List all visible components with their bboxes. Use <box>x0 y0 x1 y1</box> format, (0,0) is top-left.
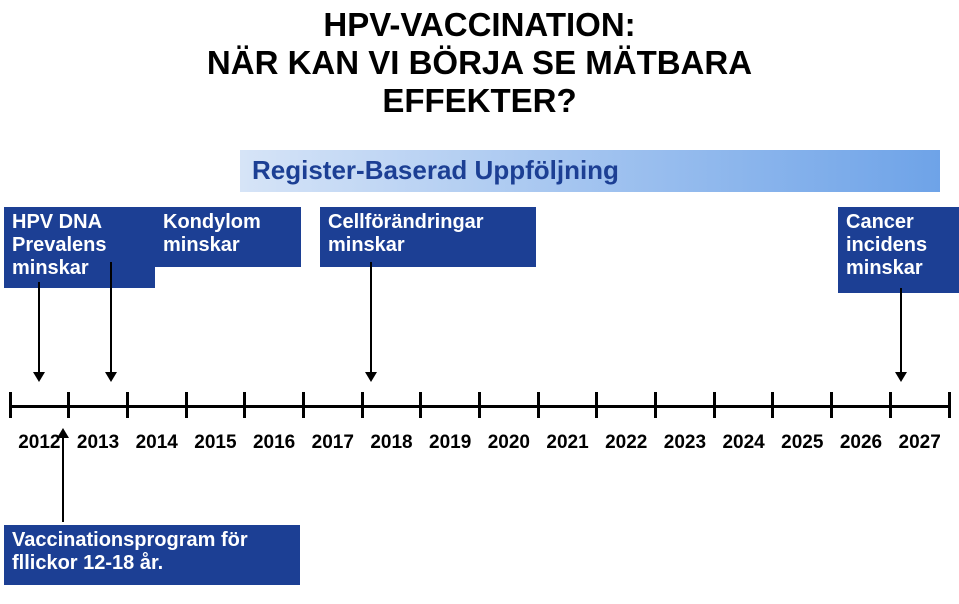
year-label: 2015 <box>185 432 245 454</box>
year-label: 2026 <box>831 432 891 454</box>
box-cellchange: Cellförändringarminskar <box>320 207 536 267</box>
box-cancer-line: minskar <box>846 257 959 280</box>
timeline-tick <box>302 392 305 418</box>
timeline-tick <box>9 392 12 418</box>
arrow-down <box>110 262 112 380</box>
timeline-tick <box>243 392 246 418</box>
box-cellchange-line: Cellförändringar <box>328 211 528 234</box>
box-kondylom: Kondylomminskar <box>155 207 301 267</box>
timeline-tick <box>67 392 70 418</box>
year-label: 2016 <box>244 432 304 454</box>
year-label: 2020 <box>479 432 539 454</box>
title-line-2: NÄR KAN VI BÖRJA SE MÄTBARA <box>0 44 959 82</box>
year-label: 2019 <box>420 432 480 454</box>
timeline-tick <box>419 392 422 418</box>
box-kondylom-line: minskar <box>163 234 293 257</box>
timeline-tick <box>185 392 188 418</box>
timeline-tick <box>713 392 716 418</box>
box-hpv-dna-line: minskar <box>12 257 147 280</box>
title-line-3: EFFEKTER? <box>0 82 959 120</box>
box-cellchange-line: minskar <box>328 234 528 257</box>
box-cancer-line: Cancer <box>846 211 959 234</box>
box-program-line: fllickor 12-18 år. <box>12 552 292 575</box>
register-band: Register-Baserad Uppföljning <box>240 150 940 192</box>
arrow-down <box>38 282 40 380</box>
timeline-tick <box>595 392 598 418</box>
timeline-tick <box>478 392 481 418</box>
timeline-tick <box>889 392 892 418</box>
box-hpv-dna-line: HPV DNA <box>12 211 147 234</box>
timeline-tick <box>771 392 774 418</box>
timeline-tick <box>537 392 540 418</box>
year-label: 2018 <box>361 432 421 454</box>
box-cancer-line: incidens <box>846 234 959 257</box>
arrow-down <box>370 262 372 380</box>
arrow-down <box>900 288 902 380</box>
box-program-line: Vaccinationsprogram för <box>12 529 292 552</box>
year-label: 2017 <box>303 432 363 454</box>
timeline-tick <box>361 392 364 418</box>
timeline-tick <box>948 392 951 418</box>
year-label: 2023 <box>655 432 715 454</box>
year-label: 2025 <box>772 432 832 454</box>
year-label: 2022 <box>596 432 656 454</box>
timeline-tick <box>126 392 129 418</box>
register-band-label: Register-Baserad Uppföljning <box>252 155 619 186</box>
year-label: 2027 <box>890 432 950 454</box>
box-cancer: Cancer incidensminskar <box>838 207 959 293</box>
box-program: Vaccinationsprogram förfllickor 12-18 år… <box>4 525 300 585</box>
box-hpv-dna-line: Prevalens <box>12 234 147 257</box>
title-line-1: HPV-VACCINATION: <box>0 6 959 44</box>
year-label: 2013 <box>68 432 128 454</box>
year-label: 2014 <box>127 432 187 454</box>
timeline-tick <box>654 392 657 418</box>
box-hpv-dna: HPV DNAPrevalensminskar <box>4 207 155 288</box>
year-label: 2024 <box>714 432 774 454</box>
year-label: 2012 <box>9 432 69 454</box>
year-label: 2021 <box>538 432 598 454</box>
timeline-tick <box>830 392 833 418</box>
box-kondylom-line: Kondylom <box>163 211 293 234</box>
